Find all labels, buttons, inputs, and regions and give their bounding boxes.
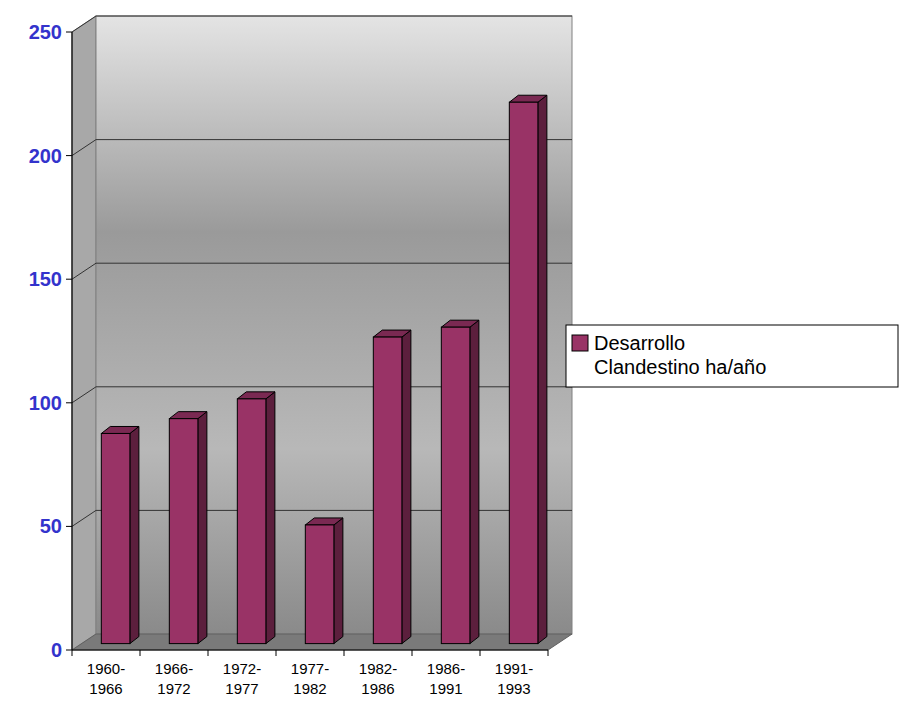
bar-side — [198, 412, 207, 644]
bar-top — [169, 412, 207, 419]
label-line: 1977- — [291, 660, 329, 677]
bar-top — [101, 426, 139, 433]
grid-line — [96, 16, 572, 17]
bar-side — [402, 330, 411, 644]
grid-line — [96, 510, 572, 511]
x-axis — [72, 649, 548, 650]
chart: 0501001502002501960-19661966-19721972-19… — [0, 0, 908, 720]
label-line: 1977 — [225, 680, 258, 697]
label-line: 1972 — [157, 680, 190, 697]
legend-label: DesarrolloClandestino ha/año — [594, 332, 766, 378]
y-tick — [66, 402, 72, 403]
x-tick — [72, 650, 73, 656]
x-tick-label: 1991- 1993 — [495, 660, 533, 697]
y-tick — [66, 279, 72, 280]
y-tick-label: 0 — [51, 639, 62, 661]
x-tick-label: 1966- 1972 — [155, 660, 193, 697]
x-tick — [480, 650, 481, 656]
x-tick — [276, 650, 277, 656]
x-tick-label: 1972- 1977 — [223, 660, 261, 697]
x-tick — [548, 650, 549, 656]
y-tick-label: 50 — [40, 515, 62, 537]
grid-line — [96, 139, 572, 140]
label-line: 1972- — [223, 660, 261, 677]
grid-line-side — [72, 387, 96, 403]
bar-top — [237, 392, 275, 399]
legend-line: Desarrollo — [594, 332, 685, 354]
grid-line — [96, 263, 572, 264]
label-line: 1982 — [293, 680, 326, 697]
legend-swatch — [572, 335, 588, 351]
bar-side — [266, 392, 275, 644]
grid-line-side — [72, 263, 96, 279]
bar — [509, 102, 538, 643]
y-tick-label: 200 — [29, 145, 62, 167]
bars — [101, 95, 547, 643]
bar-top — [305, 518, 343, 525]
label-line: 1991 — [429, 680, 462, 697]
bar — [373, 337, 402, 644]
label-line: 1991- — [495, 660, 533, 677]
side-wall — [72, 16, 96, 650]
y-tick — [66, 155, 72, 156]
label-line: 1966 — [89, 680, 122, 697]
bar-side — [470, 320, 479, 643]
bar-side — [334, 518, 343, 644]
x-tick-label: 1977- 1982 — [291, 660, 329, 697]
grid-line-side — [72, 510, 96, 526]
x-tick-label: 1982- 1986 — [359, 660, 397, 697]
x-tick — [140, 650, 141, 656]
bar — [441, 327, 470, 643]
x-tick — [344, 650, 345, 656]
grid-line — [96, 386, 572, 387]
grid-line-side — [72, 16, 96, 32]
label-line: 1986 — [361, 680, 394, 697]
label-line: 1993 — [497, 680, 530, 697]
x-tick-label: 1986- 1991 — [427, 660, 465, 697]
bar-top — [509, 95, 547, 102]
y-tick-label: 250 — [29, 21, 62, 43]
legend-line: Clandestino ha/año — [594, 356, 766, 378]
label-line: 1966- — [155, 660, 193, 677]
y-tick-label: 100 — [29, 392, 62, 414]
y-tick — [66, 32, 72, 33]
legend-box — [566, 325, 898, 387]
bar — [169, 419, 198, 644]
x-tick — [208, 650, 209, 656]
y-tick — [66, 526, 72, 527]
x-tick — [412, 650, 413, 656]
y-axis — [71, 32, 72, 650]
x-tick-label: 1960- 1966 — [87, 660, 125, 697]
bar-side — [130, 426, 139, 643]
bar-side — [538, 95, 547, 643]
bar-top — [441, 320, 479, 327]
bar — [237, 399, 266, 644]
bar — [305, 525, 334, 644]
label-line: 1960- — [87, 660, 125, 677]
y-tick — [66, 650, 72, 651]
bar-top — [373, 330, 411, 337]
label-line: 1986- — [427, 660, 465, 677]
label-line: 1982- — [359, 660, 397, 677]
grid-line-side — [72, 140, 96, 156]
y-tick-label: 150 — [29, 268, 62, 290]
bar — [101, 433, 130, 643]
